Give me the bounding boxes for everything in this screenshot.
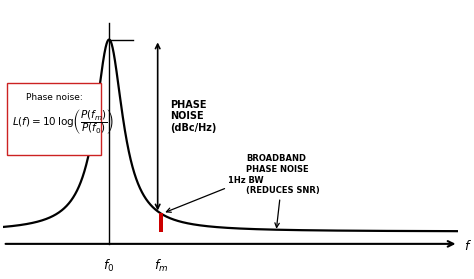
Text: $f$: $f$ bbox=[465, 239, 473, 253]
Text: 1Hz BW: 1Hz BW bbox=[166, 176, 263, 212]
Text: Phase noise:: Phase noise: bbox=[26, 93, 83, 102]
Text: $f_0$: $f_0$ bbox=[103, 258, 115, 274]
Text: PHASE
NOISE
(dBc/Hz): PHASE NOISE (dBc/Hz) bbox=[170, 100, 216, 133]
Text: BROADBAND
PHASE NOISE

(REDUCES SNR): BROADBAND PHASE NOISE (REDUCES SNR) bbox=[246, 154, 319, 227]
Bar bbox=[159, 213, 163, 232]
Text: $L(f) = 10\,\log\!\left(\dfrac{P(f_m)}{P(f_0)}\right)$: $L(f) = 10\,\log\!\left(\dfrac{P(f_m)}{P… bbox=[12, 107, 114, 136]
Text: $f_m$: $f_m$ bbox=[154, 258, 168, 274]
FancyBboxPatch shape bbox=[7, 83, 101, 155]
